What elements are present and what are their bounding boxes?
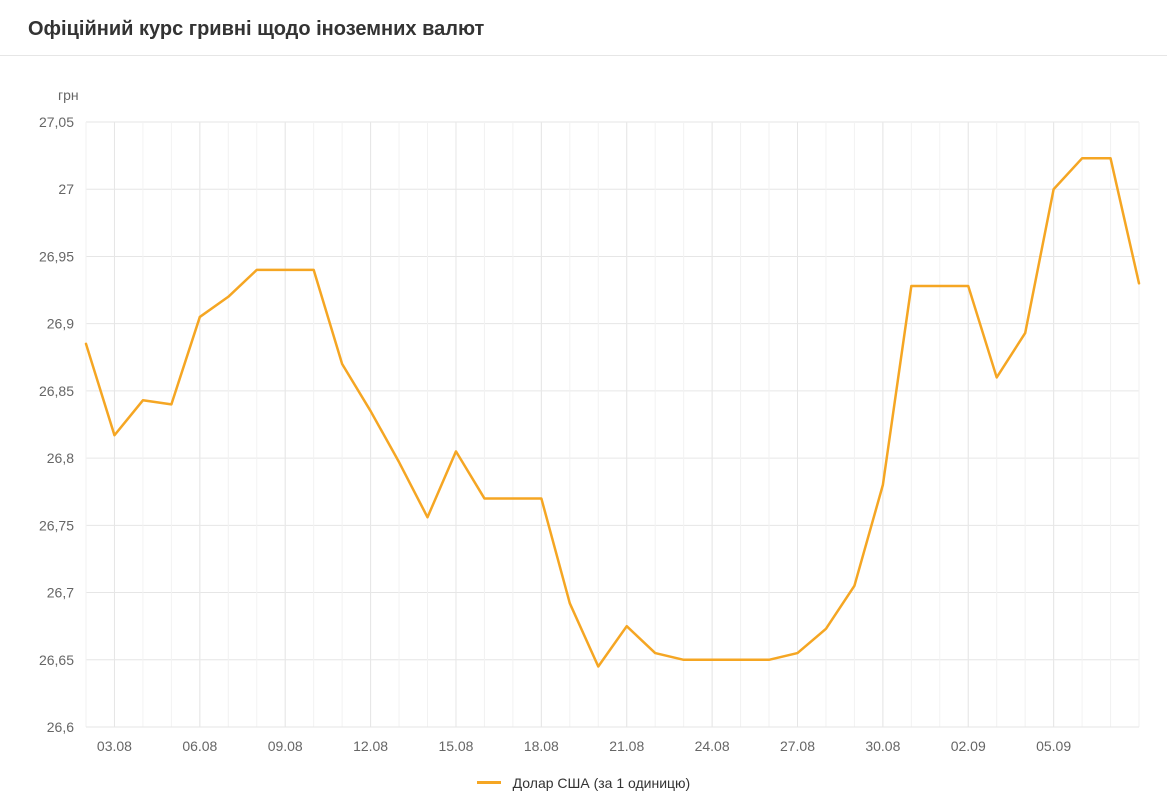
svg-text:24.08: 24.08: [695, 738, 730, 754]
legend: Долар США (за 1 одиницю): [0, 775, 1167, 791]
svg-text:27.08: 27.08: [780, 738, 815, 754]
svg-text:26,95: 26,95: [39, 248, 74, 264]
svg-text:03.08: 03.08: [97, 738, 132, 754]
svg-text:21.08: 21.08: [609, 738, 644, 754]
svg-text:06.08: 06.08: [182, 738, 217, 754]
svg-text:26,6: 26,6: [47, 719, 74, 735]
svg-text:26,7: 26,7: [47, 585, 74, 601]
svg-text:27,05: 27,05: [39, 114, 74, 130]
svg-text:27: 27: [58, 181, 74, 197]
svg-text:09.08: 09.08: [268, 738, 303, 754]
svg-text:26,85: 26,85: [39, 383, 74, 399]
chart-container: Офіційний курс гривні щодо іноземних вал…: [0, 0, 1167, 805]
svg-text:18.08: 18.08: [524, 738, 559, 754]
svg-text:26,75: 26,75: [39, 517, 74, 533]
chart-title: Офіційний курс гривні щодо іноземних вал…: [0, 0, 1167, 55]
svg-text:15.08: 15.08: [438, 738, 473, 754]
svg-text:26,9: 26,9: [47, 316, 74, 332]
svg-text:26,8: 26,8: [47, 450, 74, 466]
svg-text:30.08: 30.08: [865, 738, 900, 754]
svg-text:05.09: 05.09: [1036, 738, 1071, 754]
svg-text:26,65: 26,65: [39, 652, 74, 668]
legend-label: Долар США (за 1 одиницю): [513, 775, 691, 791]
chart-wrap: 26,6 26,65 26,7 26,75 26,8 26,85 26,9 26,95 27 27…: [0, 62, 1167, 805]
svg-text:12.08: 12.08: [353, 738, 388, 754]
line-chart: 26,6 26,65 26,7 26,75 26,8 26,85 26,9 26,95 27 27…: [0, 62, 1167, 805]
svg-text:грн: грн: [58, 87, 79, 103]
svg-text:02.09: 02.09: [951, 738, 986, 754]
title-divider: [0, 55, 1167, 56]
legend-swatch: [477, 781, 501, 784]
